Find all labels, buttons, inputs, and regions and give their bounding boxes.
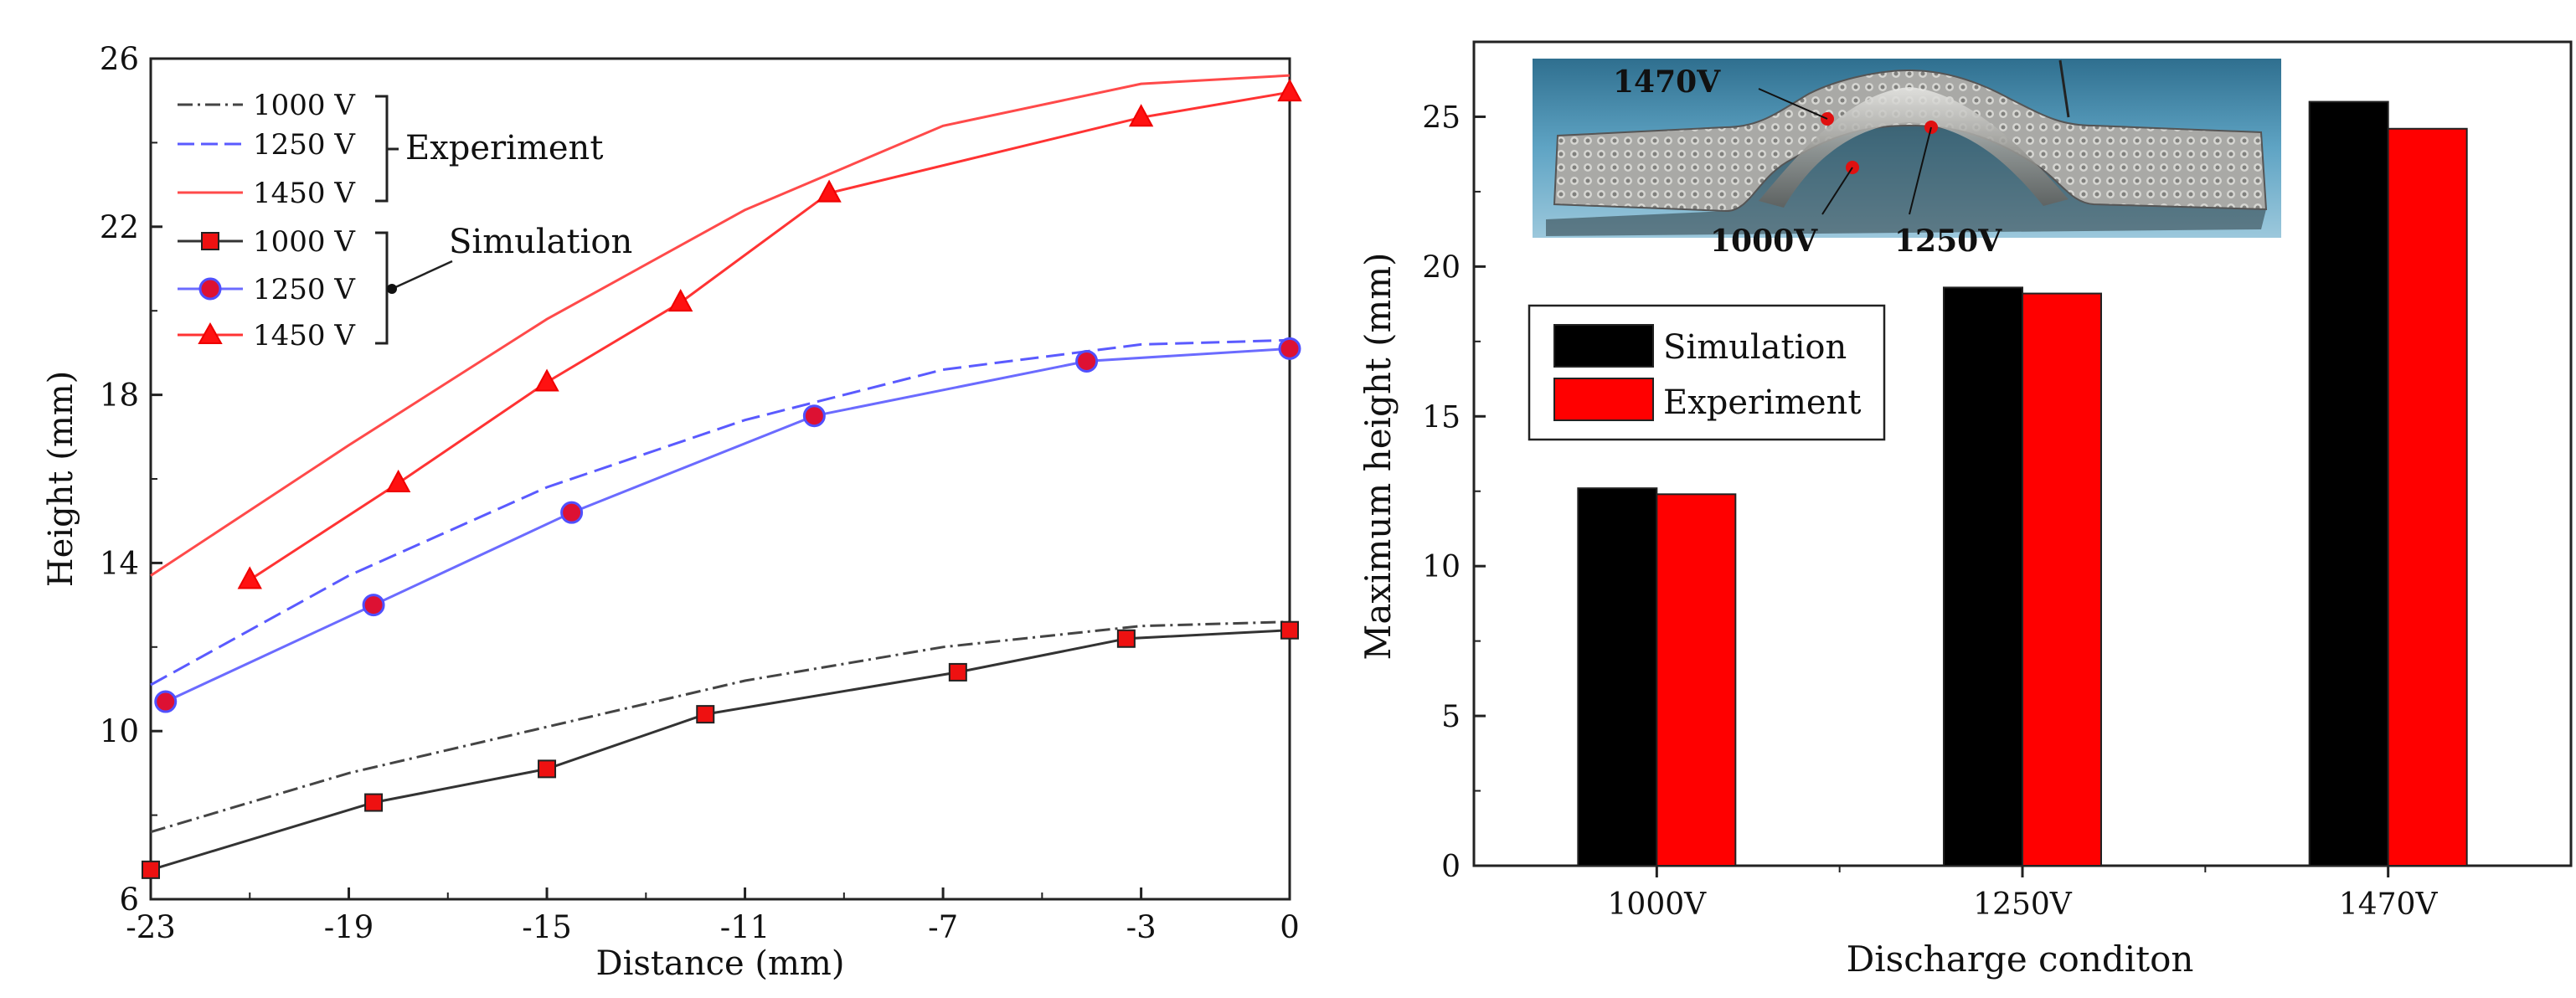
bar-experiment-1470v	[2387, 127, 2468, 867]
data-point-simulation-1450v	[237, 566, 262, 589]
legend-label-exp-1000: 1000 V	[253, 89, 356, 122]
bar-chart-y-tick-label: 20	[1422, 250, 1461, 285]
inset-photo-label-1250: 1250V	[1894, 224, 2002, 259]
inset-photo-label-1000: 1000V	[1710, 224, 1818, 259]
inset-photo-wire	[2058, 59, 2070, 118]
line-chart-y-tick-label: 14	[100, 545, 139, 581]
data-point-simulation-1250v	[1278, 337, 1301, 360]
line-chart-ticks: -23 -19 -15 -11 -7 -3 0 6 10 14 18 22 26	[100, 41, 1300, 945]
bar-chart-y-tick-label: 25	[1422, 100, 1461, 135]
data-point-simulation-1450v	[1128, 104, 1154, 127]
series-line-experiment-1450v	[150, 74, 1291, 577]
data-point-simulation-1250v	[802, 404, 826, 428]
inset-photo-leader-1470	[1758, 88, 1828, 120]
bar-legend-swatch-experiment	[1553, 378, 1654, 421]
line-chart-x-tick-label: -7	[928, 909, 958, 945]
legend-simulation-dot	[387, 284, 397, 294]
inset-photo-leader-1000	[1821, 167, 1853, 215]
line-chart-x-tick-label: -19	[324, 909, 374, 945]
bar-chart-y-tick-label: 15	[1422, 400, 1461, 435]
bar-chart-x-tick-label: 1250V	[1973, 887, 2073, 922]
legend-group-experiment: Experiment	[405, 129, 603, 167]
data-point-simulation-1450v	[385, 469, 411, 493]
legend-bracket-experiment	[375, 95, 399, 203]
data-point-simulation-1000v	[1280, 620, 1299, 640]
line-chart-x-tick-label: 0	[1280, 909, 1300, 945]
bar-chart-y-tick-label: 0	[1441, 850, 1461, 884]
data-point-simulation-1450v	[1277, 79, 1302, 102]
line-chart-y-tick-label: 26	[100, 41, 139, 77]
bar-chart-bars	[1577, 100, 2468, 867]
inset-photo-label-1470: 1470V	[1613, 64, 1721, 100]
bar-chart-x-tick-label: 1000V	[1608, 887, 1708, 922]
bar-chart-x-tick-label: 1470V	[2339, 887, 2439, 922]
bar-simulation-1000v	[1577, 487, 1658, 867]
inset-photo-leader-1250	[1909, 126, 1932, 215]
legend-marker-sim-1250	[198, 277, 222, 301]
data-point-simulation-1000v	[1116, 629, 1136, 648]
data-point-simulation-1450v	[668, 289, 693, 312]
bar-chart-legend: Simulation Experiment	[1528, 304, 1886, 441]
data-point-simulation-1000v	[948, 662, 967, 682]
line-chart-x-tick-label: -3	[1126, 909, 1157, 945]
data-point-simulation-1450v	[534, 368, 559, 392]
line-chart-x-tick-label: -11	[720, 909, 770, 945]
bar-legend-label-experiment: Experiment	[1663, 383, 1861, 422]
data-point-simulation-1000v	[538, 759, 557, 779]
inset-photo-bulge	[1759, 87, 2069, 208]
legend-bracket-simulation	[375, 231, 389, 345]
bar-experiment-1250v	[2022, 292, 2102, 867]
legend-label-exp-1250: 1250 V	[253, 128, 356, 162]
series-line-experiment-1000v	[150, 620, 1291, 834]
data-point-simulation-1250v	[560, 501, 584, 524]
line-chart-markers	[142, 79, 1302, 879]
legend-label-sim-1000: 1000 V	[253, 225, 356, 259]
legend-label-sim-1450: 1450 V	[253, 319, 356, 352]
data-point-simulation-1450v	[817, 179, 842, 203]
bar-chart-y-tick-label: 5	[1441, 700, 1461, 734]
line-chart-y-axis-label: Height (mm)	[42, 371, 80, 588]
data-point-simulation-1000v	[696, 705, 715, 724]
data-point-simulation-1000v	[142, 860, 160, 879]
line-chart-y-tick-label: 18	[100, 378, 139, 414]
bar-chart-ticks: 0 5 10 15 20 25 1000V 1250V 1470V	[1422, 100, 2438, 922]
bar-simulation-1250v	[1943, 286, 2023, 867]
legend-label-sim-1250: 1250 V	[253, 273, 356, 306]
legend-label-exp-1450: 1450 V	[253, 177, 356, 210]
legend-simulation-pointer	[391, 260, 453, 291]
bar-legend-swatch-simulation	[1553, 324, 1654, 368]
line-chart-legend: 1000 V 1250 V 1450 V 1000 V 1250 V 1450 …	[178, 89, 632, 352]
data-point-simulation-1250v	[154, 690, 178, 713]
line-chart: -23 -19 -15 -11 -7 -3 0 6 10 14 18 22 26 Distance (m…	[42, 41, 1302, 983]
series-line-simulation-1250v	[165, 347, 1291, 703]
line-chart-y-tick-label: 10	[100, 713, 139, 749]
data-point-simulation-1250v	[362, 594, 385, 617]
data-point-simulation-1000v	[364, 793, 384, 812]
legend-marker-sim-1450	[198, 322, 223, 344]
bar-chart: 0 5 10 15 20 25 1000V 1250V 1470V Discharge cond…	[1358, 40, 2573, 980]
line-chart-x-tick-label: -15	[522, 909, 572, 945]
line-chart-y-tick-label: 6	[119, 882, 139, 918]
line-chart-y-tick-label: 22	[100, 209, 139, 245]
legend-group-simulation: Simulation	[449, 223, 632, 261]
series-line-experiment-1250v	[150, 338, 1291, 687]
line-chart-x-tick-label: -23	[126, 909, 176, 945]
bar-chart-y-axis-label: Maximum height (mm)	[1358, 252, 1399, 660]
bar-simulation-1470v	[2308, 100, 2389, 867]
bar-experiment-1000v	[1656, 493, 1737, 867]
bar-chart-y-tick-label: 10	[1422, 550, 1461, 584]
inset-photo-sheet-shadow	[1546, 126, 2266, 236]
inset-photo: 1470V 1000V 1250V	[1533, 59, 2281, 259]
bar-chart-x-axis-label: Discharge conditon	[1847, 939, 2194, 980]
line-chart-x-axis-label: Distance (mm)	[596, 944, 845, 983]
bar-legend-label-simulation: Simulation	[1663, 328, 1847, 367]
data-point-simulation-1250v	[1075, 349, 1099, 373]
legend-marker-sim-1000	[201, 232, 219, 250]
series-line-simulation-1000v	[150, 629, 1291, 872]
